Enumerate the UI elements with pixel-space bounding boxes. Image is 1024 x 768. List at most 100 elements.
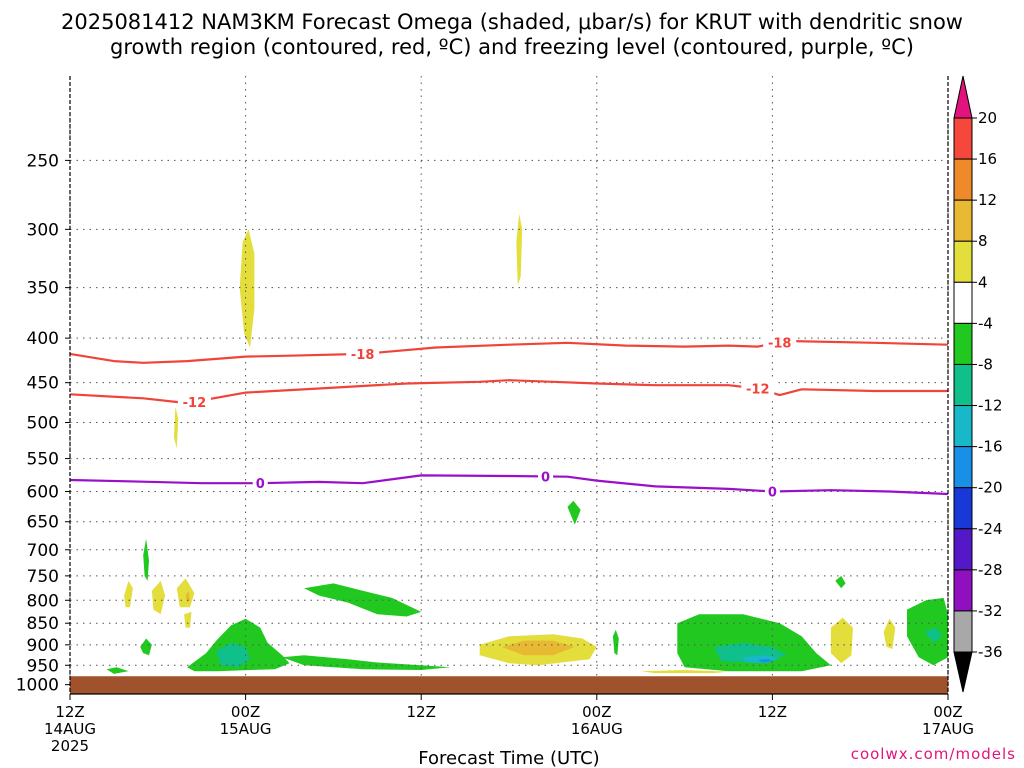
contour-label-bg-0-3 [764,483,780,500]
contour-line-minus12 [69,379,948,405]
contour-label-bg-0-1 [252,475,268,492]
contour-label-minus12-1: -12 [183,396,207,411]
colorbar-band-2 [953,158,973,201]
colorbar-label-8: -12 [978,397,1003,415]
omega-region-26 [216,642,250,668]
omega-region-5 [151,580,166,615]
colorbar-band-4 [953,240,973,283]
colorbar-label-2: 16 [978,150,997,168]
omega-region-22 [612,629,619,656]
contour-label-bg-minus18-2 [763,334,797,351]
contour-label-0-1: 0 [256,477,265,492]
colorbar-label-1: 20 [978,109,997,127]
x-axis-title: Forecast Time (UTC) [418,748,599,768]
contour-layer: -18 -18 -12 -12 0 0 0 [69,334,949,500]
contour-label-minus18-1: -18 [351,348,375,363]
contour-label-bg-minus12-1 [177,393,211,410]
colorbar-label-4: 8 [978,232,988,250]
colorbar-label-13: -32 [978,602,1003,620]
colorbar-band-12 [953,569,973,612]
contour-label-bg-minus18-1 [346,345,380,362]
colorbar-label-9: -16 [978,438,1003,456]
y-axis-ticks: 2503003504004505005506006507007508008509… [16,151,70,696]
plot-background [70,76,948,694]
colorbar-band-1 [953,117,973,160]
omega-region-16 [140,638,152,656]
contour-label-bg-0-2 [538,468,554,485]
colorbar-top-arrow [953,75,973,119]
x-tick-year-0: 2025 [51,737,89,755]
omega-colorbar: 20 16 12 8 4 -4 -8 -12 -16 -20 -24 -28 -32 -36 [953,75,1003,693]
chart-title-line-1: 2025081412 NAM3KM Forecast Omega (shaded… [61,10,963,34]
y-tick-label-750: 750 [27,567,59,587]
x-tick-label-4: 12Z [758,703,787,721]
colorbar-bottom-arrow [953,651,973,693]
x-tick-label-3: 00Z [582,703,611,721]
y-tick-label-800: 800 [27,591,59,611]
colorbar-band-11 [953,528,973,571]
omega-region-12 [640,670,729,674]
y-tick-label-250: 250 [27,151,59,171]
x-tick-date-3: 16AUG [571,720,623,738]
colorbar-label-11: -24 [978,520,1003,538]
omega-region-15 [143,538,149,581]
y-tick-label-700: 700 [27,541,59,561]
omega-region-23 [677,614,831,672]
ground-layer [70,676,948,694]
colorbar-label-5: 4 [978,273,988,291]
omega-region-4 [124,580,133,608]
x-tick-label-5: 00Z [933,703,962,721]
colorbar-band-13 [953,610,973,653]
omega-region-7 [184,611,192,628]
omega-region-13 [501,640,575,656]
colorbar-label-12: -28 [978,561,1003,579]
omega-region-20 [106,667,129,674]
colorbar-band-7 [953,363,973,407]
y-tick-label-600: 600 [27,482,59,502]
y-tick-label-1000: 1000 [16,676,59,696]
y-tick-label-950: 950 [27,656,59,676]
contour-label-0-3: 0 [768,485,777,500]
colorbar-label-10: -20 [978,479,1003,497]
contour-label-bg-minus12-2 [741,380,775,397]
y-tick-label-300: 300 [27,220,59,240]
colorbar-band-3 [953,199,973,242]
colorbar-band-8 [953,405,973,448]
y-tick-label-650: 650 [27,513,59,533]
colorbar-label-7: -8 [978,355,993,373]
y-tick-label-350: 350 [27,279,59,299]
omega-region-30 [757,658,773,663]
colorbar-label-14: -36 [978,643,1003,661]
omega-region-1 [239,229,255,348]
x-tick-label-0: 12Z [55,703,84,721]
y-tick-label-850: 850 [27,614,59,634]
omega-region-9 [830,617,853,664]
omega-region-14 [185,590,190,603]
contour-label-0-2: 0 [541,470,550,485]
colorbar-band-6 [953,322,973,365]
chart-title-line-2: growth region (contoured, red, ºC) and f… [110,35,914,59]
omega-region-19 [282,655,451,670]
colorbar-label-3: 12 [978,191,997,209]
y-tick-label-450: 450 [27,374,59,394]
contour-label-minus12-2: -12 [746,383,770,398]
colorbar-band-10 [953,487,973,530]
y-tick-label-900: 900 [27,636,59,656]
credit-text: coolwx.com/models [851,745,1016,763]
y-tick-label-400: 400 [27,329,59,349]
omega-region-24 [835,575,846,589]
x-tick-label-1: 00Z [231,703,260,721]
y-tick-label-500: 500 [27,414,59,434]
x-tick-date-1: 15AUG [220,720,272,738]
axes-frame [69,76,949,695]
grid-lines [69,76,949,694]
omega-shading-layer [106,213,948,674]
omega-region-28 [924,627,943,643]
ground-fill [70,676,948,694]
plot-area [70,76,948,694]
colorbar-band-5 [953,281,973,324]
omega-region-2 [516,213,523,286]
x-tick-date-0: 14AUG [44,720,96,738]
contour-label-minus18-2: -18 [768,336,792,351]
